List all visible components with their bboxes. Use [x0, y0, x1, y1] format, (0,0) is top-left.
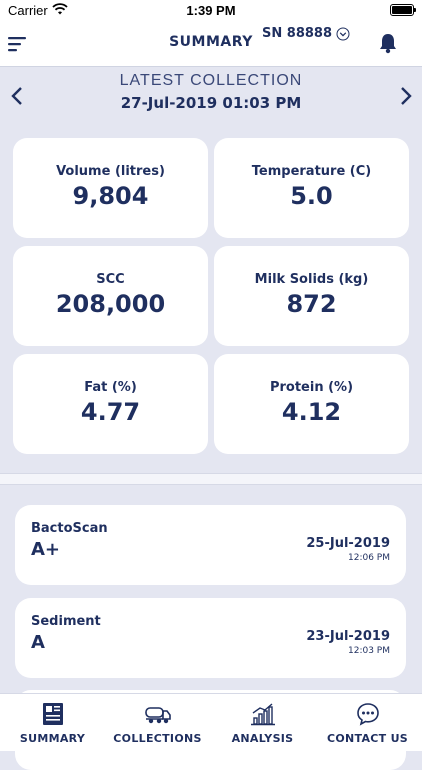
tanker-truck-icon	[144, 707, 171, 724]
chevron-right-icon[interactable]	[398, 86, 414, 106]
metric-tile-volume: Volume (litres) 9,804	[13, 138, 208, 238]
result-label: BactoScan	[31, 521, 108, 536]
tab-collections[interactable]: COLLECTIONS	[105, 694, 210, 751]
result-grade: A+	[31, 539, 61, 560]
bar-chart-icon	[250, 703, 275, 726]
metric-value: 4.12	[281, 398, 342, 426]
chat-bubble-icon	[356, 703, 379, 726]
metric-label: SCC	[96, 272, 125, 287]
metric-tile-fat: Fat (%) 4.77	[13, 354, 208, 454]
result-label: Sediment	[31, 614, 101, 629]
status-time: 1:39 PM	[186, 3, 236, 18]
metric-label: Fat (%)	[84, 380, 137, 395]
serial-selector[interactable]: SN 88888	[262, 26, 350, 41]
metric-label: Milk Solids (kg)	[254, 272, 369, 287]
status-bar: Carrier 1:39 PM	[0, 0, 422, 22]
menu-icon[interactable]	[8, 34, 28, 54]
result-card-sediment[interactable]: Sediment A 23-Jul-2019 12:03 PM	[15, 598, 406, 678]
result-time: 12:06 PM	[348, 553, 390, 563]
tab-label: COLLECTIONS	[113, 732, 202, 745]
tab-bar: SUMMARY COLLECTIONS ANALYSIS	[0, 693, 422, 751]
collection-label: LATEST COLLECTION	[119, 72, 303, 89]
nav-bar: SUMMARY SN 88888	[0, 22, 422, 67]
metric-value: 872	[286, 290, 337, 318]
tab-label: CONTACT US	[326, 732, 409, 745]
bell-icon[interactable]	[378, 32, 398, 54]
battery-icon	[390, 4, 416, 16]
result-card-bactoscan[interactable]: BactoScan A+ 25-Jul-2019 12:06 PM	[15, 505, 406, 585]
page-title: SUMMARY	[169, 34, 253, 50]
metric-tile-scc: SCC 208,000	[13, 246, 208, 346]
tab-label: SUMMARY	[19, 732, 86, 745]
summary-icon	[42, 703, 63, 725]
tab-analysis[interactable]: ANALYSIS	[210, 694, 315, 751]
metric-label: Protein (%)	[269, 380, 354, 395]
metric-value: 208,000	[55, 290, 166, 318]
chevron-down-icon	[336, 27, 350, 40]
carrier-label: Carrier	[8, 3, 48, 18]
result-date: 23-Jul-2019	[306, 629, 390, 644]
metric-tile-milk-solids: Milk Solids (kg) 872	[214, 246, 409, 346]
metric-label: Volume (litres)	[56, 164, 165, 179]
metric-tile-protein: Protein (%) 4.12	[214, 354, 409, 454]
metric-value: 5.0	[290, 182, 333, 210]
tab-contact-us[interactable]: CONTACT US	[315, 694, 420, 751]
section-divider	[0, 473, 422, 485]
tab-label: ANALYSIS	[231, 732, 294, 745]
metric-value: 9,804	[72, 182, 149, 210]
tab-summary[interactable]: SUMMARY	[0, 694, 105, 751]
result-grade: A	[31, 632, 45, 653]
collection-header: LATEST COLLECTION 27-Jul-2019 01:03 PM	[0, 66, 422, 126]
result-time: 12:03 PM	[348, 646, 390, 656]
serial-label: SN 88888	[262, 26, 332, 41]
chevron-left-icon[interactable]	[9, 86, 25, 106]
result-date: 25-Jul-2019	[306, 536, 390, 551]
wifi-icon	[52, 3, 68, 15]
collection-datetime: 27-Jul-2019 01:03 PM	[120, 94, 302, 112]
metric-value: 4.77	[80, 398, 141, 426]
metric-label: Temperature (C)	[251, 164, 372, 179]
metric-tile-temperature: Temperature (C) 5.0	[214, 138, 409, 238]
